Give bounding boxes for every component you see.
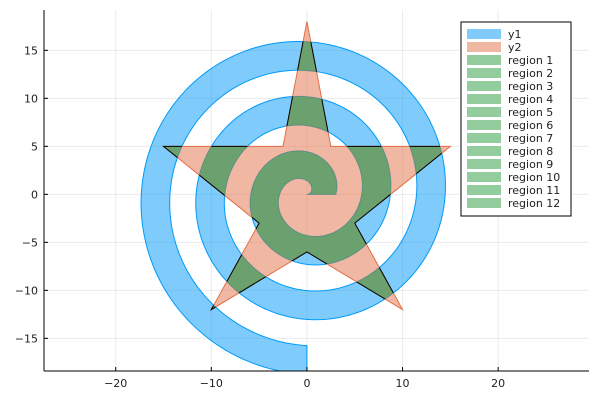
legend-swatch [467,68,501,78]
legend-label: region 12 [508,197,560,210]
legend-swatch [467,81,501,91]
legend-label: region 4 [508,93,553,106]
legend-label: region 2 [508,67,553,80]
legend-swatch [467,198,501,208]
legend-swatch [467,185,501,195]
legend-label: region 6 [508,119,553,132]
legend-swatch [467,107,501,117]
legend-swatch [467,29,501,39]
legend-label: region 7 [508,132,553,145]
legend-swatch [467,146,501,156]
x-tick-label: 10 [396,377,410,390]
y-tick-label: 0 [31,188,38,201]
legend-label: region 5 [508,106,553,119]
legend-swatch [467,159,501,169]
legend-label: region 10 [508,171,560,184]
legend-swatch [467,94,501,104]
x-tick-label: −10 [200,377,223,390]
legend-label: region 3 [508,80,553,93]
legend-swatch [467,55,501,65]
legend-label: region 1 [508,54,553,67]
legend-swatch [467,133,501,143]
y-tick-label: −5 [22,236,38,249]
legend-label: region 11 [508,184,560,197]
y-tick-label: 5 [31,140,38,153]
plot-area [140,21,452,371]
legend-label: y1 [508,28,522,41]
axes: −20 −10 0 10 20 −15 −10 −5 0 5 10 15 [15,10,589,390]
legend-swatch [467,172,501,182]
x-tick-label: 0 [303,377,310,390]
y-tick-label: 15 [24,44,38,57]
x-tick-label: −20 [104,377,127,390]
legend-swatch [467,42,501,52]
legend-box [460,21,572,217]
x-tick-label: 20 [491,377,505,390]
legend-label: y2 [508,41,522,54]
y-tick-label: −10 [15,284,38,297]
legend-label: region 8 [508,145,553,158]
legend-label: region 9 [508,158,553,171]
legend-swatch [467,120,501,130]
y-tick-label: 10 [24,92,38,105]
y-tick-label: −15 [15,332,38,345]
